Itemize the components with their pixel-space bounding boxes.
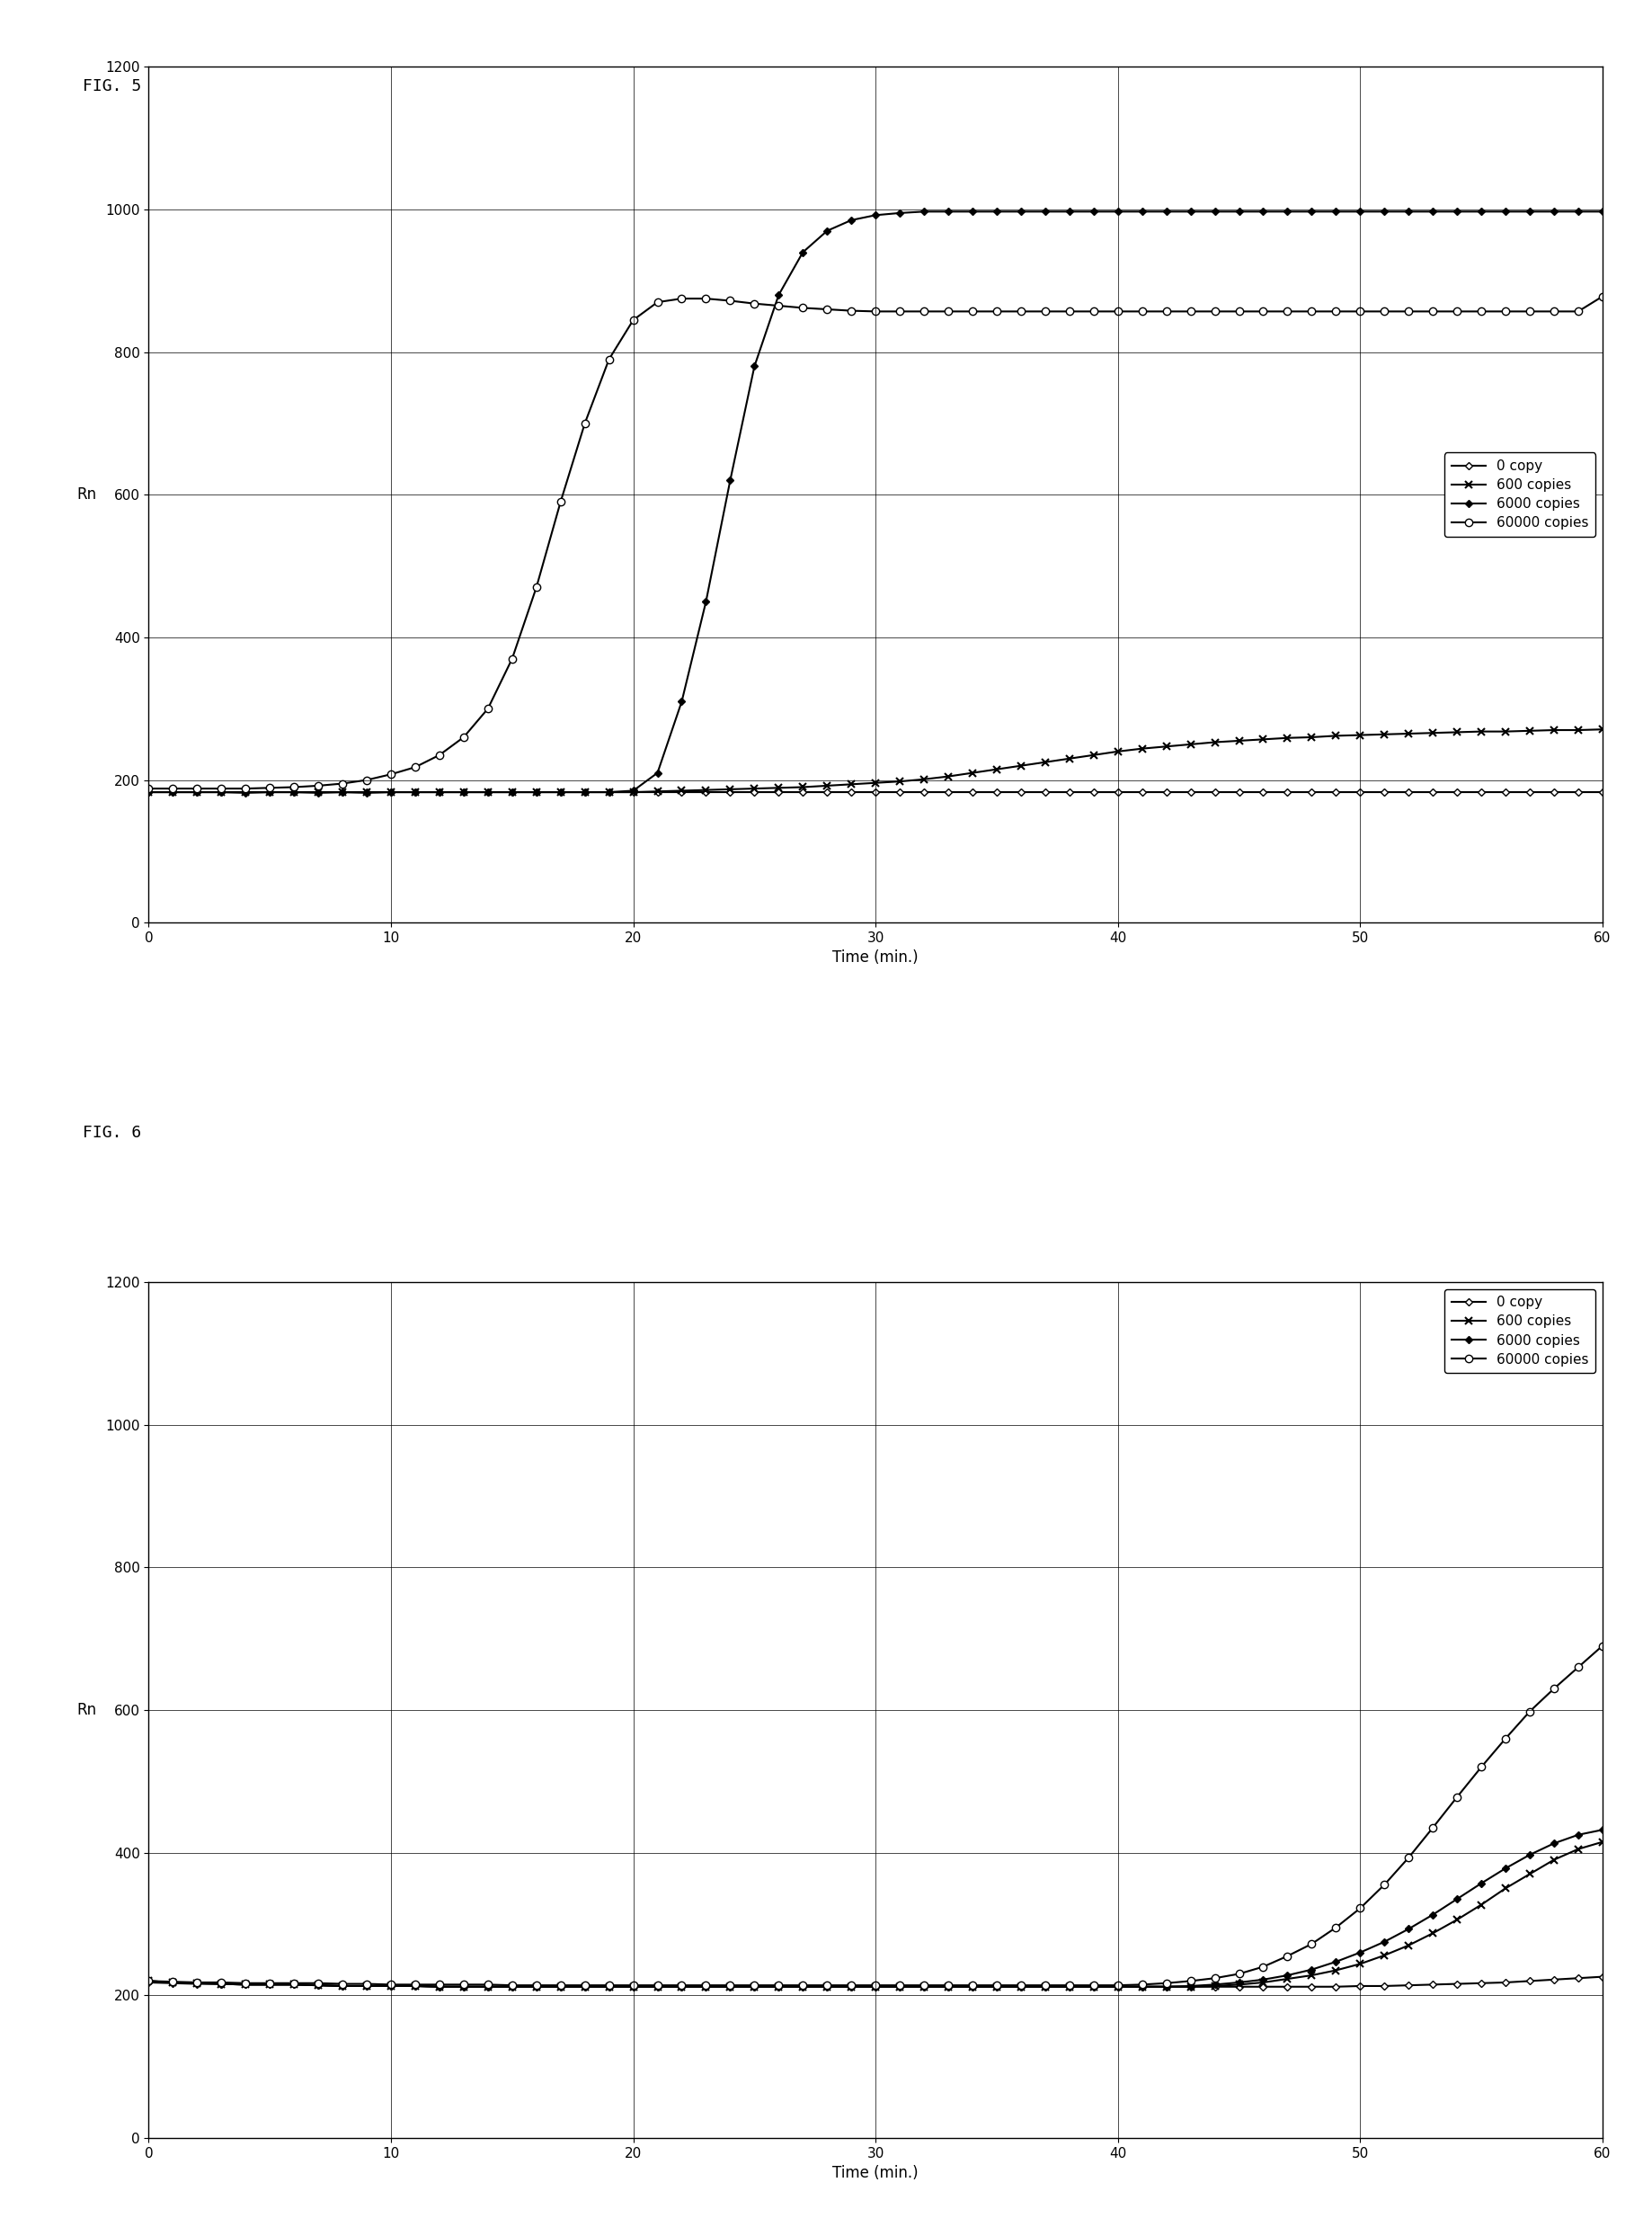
- Line: 0 copy: 0 copy: [145, 791, 1606, 795]
- 600 copies: [430, 779, 449, 806]
- 0 copy: [139, 1969, 159, 1995]
- 6000 copies: [139, 1969, 159, 1995]
- 0 copy: [938, 779, 958, 806]
- 6000 copies: [1036, 198, 1056, 225]
- Y-axis label: Rn: Rn: [76, 488, 96, 503]
- Line: 60000 copies: 60000 copies: [145, 1641, 1606, 1989]
- 0 copy: [1422, 1971, 1442, 1998]
- 6000 copies: [914, 198, 933, 225]
- 6000 copies: [648, 759, 667, 786]
- 600 copies: [1011, 753, 1031, 779]
- 60000 copies: [502, 1971, 522, 1998]
- 0 copy: [1593, 1964, 1612, 1991]
- 600 copies: [477, 779, 497, 806]
- 60000 copies: [139, 775, 159, 802]
- 0 copy: [139, 779, 159, 806]
- 600 copies: [648, 777, 667, 804]
- Text: FIG. 6: FIG. 6: [83, 1125, 142, 1140]
- 60000 copies: [1011, 298, 1031, 325]
- Legend: 0 copy, 600 copies, 6000 copies, 60000 copies: 0 copy, 600 copies, 6000 copies, 60000 c…: [1444, 452, 1596, 537]
- 0 copy: [1422, 779, 1442, 806]
- 60000 copies: [648, 290, 667, 316]
- 0 copy: [672, 1973, 692, 2000]
- 6000 copies: [139, 779, 159, 806]
- Line: 6000 copies: 6000 copies: [145, 209, 1606, 795]
- 60000 copies: [430, 1971, 449, 1998]
- 600 copies: [454, 1973, 474, 2000]
- 6000 copies: [1036, 1973, 1056, 2000]
- Line: 0 copy: 0 copy: [145, 1975, 1606, 1989]
- 600 copies: [430, 1973, 449, 2000]
- 600 copies: [139, 779, 159, 806]
- 60000 copies: [672, 1971, 692, 1998]
- 60000 copies: [1036, 1971, 1056, 1998]
- 60000 copies: [1593, 283, 1612, 310]
- 0 copy: [938, 1973, 958, 2000]
- 0 copy: [1036, 1973, 1056, 2000]
- 60000 copies: [1399, 298, 1419, 325]
- 600 copies: [914, 766, 933, 793]
- Line: 6000 copies: 6000 copies: [145, 1828, 1606, 1989]
- 0 copy: [672, 779, 692, 806]
- 600 copies: [1399, 719, 1419, 746]
- 60000 copies: [1593, 1632, 1612, 1659]
- 0 copy: [236, 779, 256, 806]
- 600 copies: [1593, 1828, 1612, 1855]
- 60000 copies: [477, 1971, 497, 1998]
- Legend: 0 copy, 600 copies, 6000 copies, 60000 copies: 0 copy, 600 copies, 6000 copies, 60000 c…: [1444, 1289, 1596, 1374]
- 60000 copies: [914, 298, 933, 325]
- 600 copies: [139, 1969, 159, 1995]
- 6000 copies: [430, 779, 449, 806]
- 6000 copies: [1422, 198, 1442, 225]
- 6000 copies: [430, 1973, 449, 2000]
- 6000 copies: [1593, 198, 1612, 225]
- 6000 copies: [672, 1973, 692, 2000]
- Line: 600 copies: 600 copies: [145, 1837, 1606, 1991]
- 0 copy: [454, 1973, 474, 2000]
- 600 copies: [1593, 717, 1612, 744]
- X-axis label: Time (min.): Time (min.): [833, 2165, 919, 2180]
- 60000 copies: [139, 1969, 159, 1995]
- 6000 copies: [1593, 1817, 1612, 1844]
- 600 copies: [1422, 1920, 1442, 1946]
- 6000 copies: [938, 1973, 958, 2000]
- 60000 copies: [430, 742, 449, 768]
- 60000 copies: [477, 695, 497, 722]
- 0 copy: [502, 779, 522, 806]
- 6000 copies: [502, 1973, 522, 2000]
- 600 copies: [938, 1973, 958, 2000]
- 0 copy: [454, 779, 474, 806]
- Line: 600 copies: 600 copies: [145, 726, 1606, 795]
- 600 copies: [502, 1973, 522, 2000]
- 0 copy: [430, 1973, 449, 2000]
- 0 copy: [1036, 779, 1056, 806]
- 6000 copies: [1422, 1902, 1442, 1929]
- 60000 copies: [938, 1971, 958, 1998]
- Line: 60000 copies: 60000 copies: [145, 292, 1606, 793]
- X-axis label: Time (min.): Time (min.): [833, 951, 919, 967]
- 60000 copies: [1422, 1815, 1442, 1842]
- 600 copies: [1036, 1973, 1056, 2000]
- 6000 copies: [454, 1973, 474, 2000]
- 600 copies: [672, 1973, 692, 2000]
- Y-axis label: Rn: Rn: [76, 1701, 96, 1717]
- 0 copy: [502, 1973, 522, 2000]
- Text: FIG. 5: FIG. 5: [83, 78, 142, 94]
- 0 copy: [1593, 779, 1612, 806]
- 6000 copies: [938, 198, 958, 225]
- 6000 copies: [477, 779, 497, 806]
